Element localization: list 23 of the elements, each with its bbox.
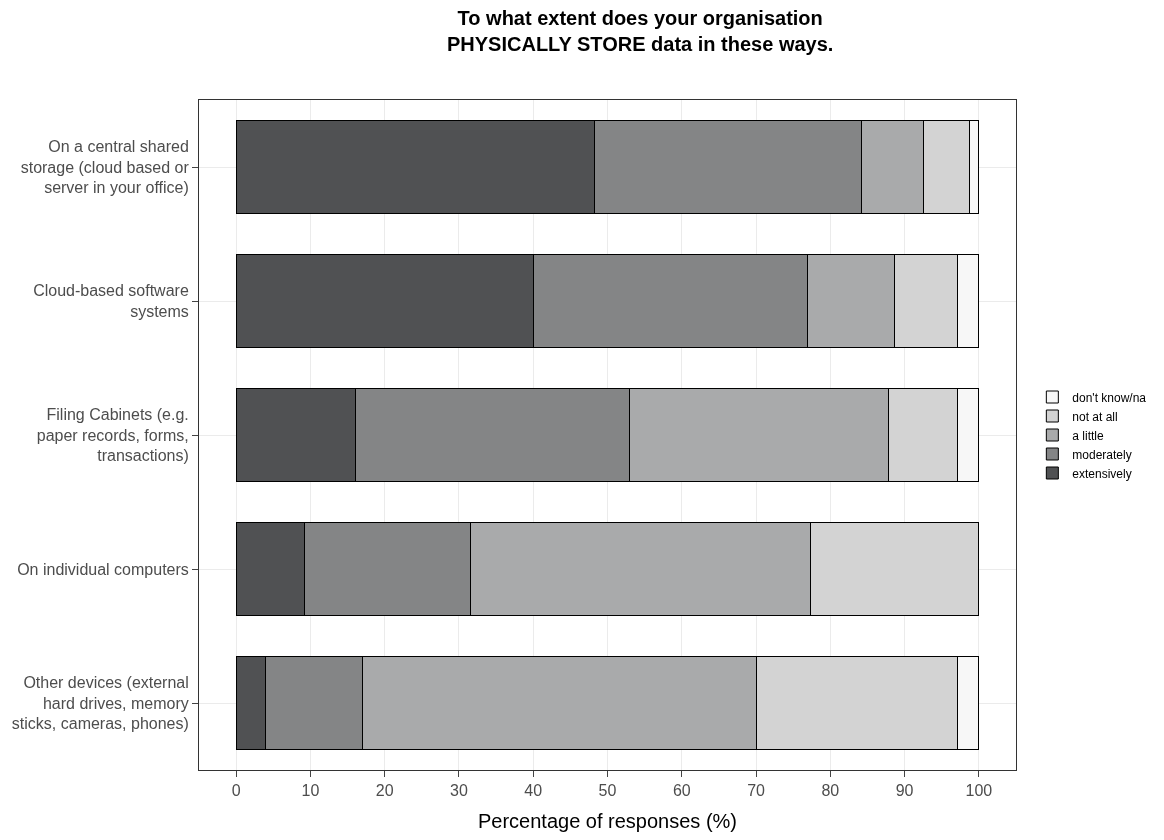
y-tick-label: Filing Cabinets (e.g. paper records, forms, transactions) [36,405,189,465]
legend-label: moderately [1072,447,1132,462]
legend-label: don't know/na [1072,390,1147,405]
legend-label: not at all [1072,409,1118,424]
x-tick-label: 100 [965,782,993,800]
x-tick-label: 70 [747,782,766,800]
legend-label: extensively [1072,466,1132,481]
x-tick-label: 10 [301,782,320,800]
x-tick-label: 20 [375,782,394,800]
legend-label: a little [1072,428,1105,443]
y-tick-label: Cloud-based software systems [33,282,189,320]
x-tick-label: 60 [672,782,691,800]
chart-title: To what extent does your organisation PHYSICALLY STORE data in these ways. [446,7,834,56]
x-tick-label: 0 [231,782,241,800]
x-tick-label: 50 [598,782,617,800]
y-tick-label: On a central shared storage (cloud based or server in your office) [20,137,190,197]
x-tick-label: 90 [895,782,914,800]
y-tick-label: Other devices (external hard drives, memory sticks, cameras, phones) [11,673,189,733]
x-tick-label: 30 [450,782,468,800]
y-tick-label: On individual computers [17,560,189,578]
x-tick-label: 80 [821,782,840,800]
x-axis-title: Percentage of responses (%) [477,809,738,832]
x-tick-label: 40 [524,782,543,800]
